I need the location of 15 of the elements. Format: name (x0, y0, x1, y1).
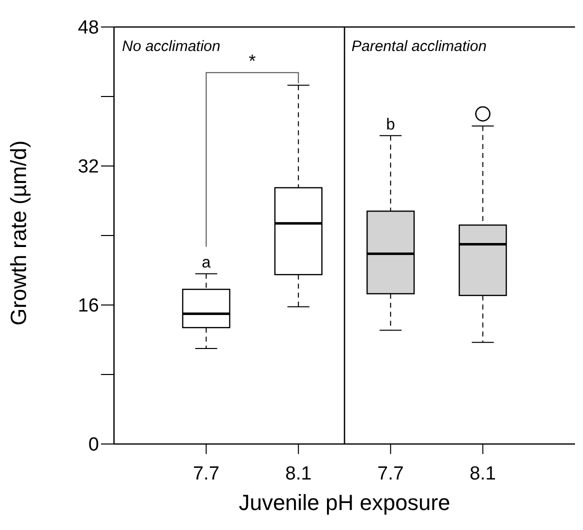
annotation: a (202, 254, 211, 272)
y-tick-label: 32 (78, 156, 99, 178)
x-axis-title: Juvenile pH exposure (238, 490, 450, 515)
x-tick-label: 8.1 (285, 463, 312, 484)
annotation: No acclimation (122, 38, 220, 55)
x-tick-label: 7.7 (377, 463, 404, 484)
x-tick-label: 8.1 (470, 463, 496, 484)
x-tick-label: 7.7 (192, 463, 220, 484)
y-tick-label: 48 (78, 18, 99, 39)
annotation: Parental acclimation (352, 38, 487, 55)
y-tick-label: 16 (78, 296, 99, 317)
y-axis-title: Growth rate (µm/d) (6, 140, 31, 326)
annotation: b (386, 116, 396, 134)
annotation: * (248, 50, 256, 71)
y-tick-label: 0 (88, 434, 99, 456)
